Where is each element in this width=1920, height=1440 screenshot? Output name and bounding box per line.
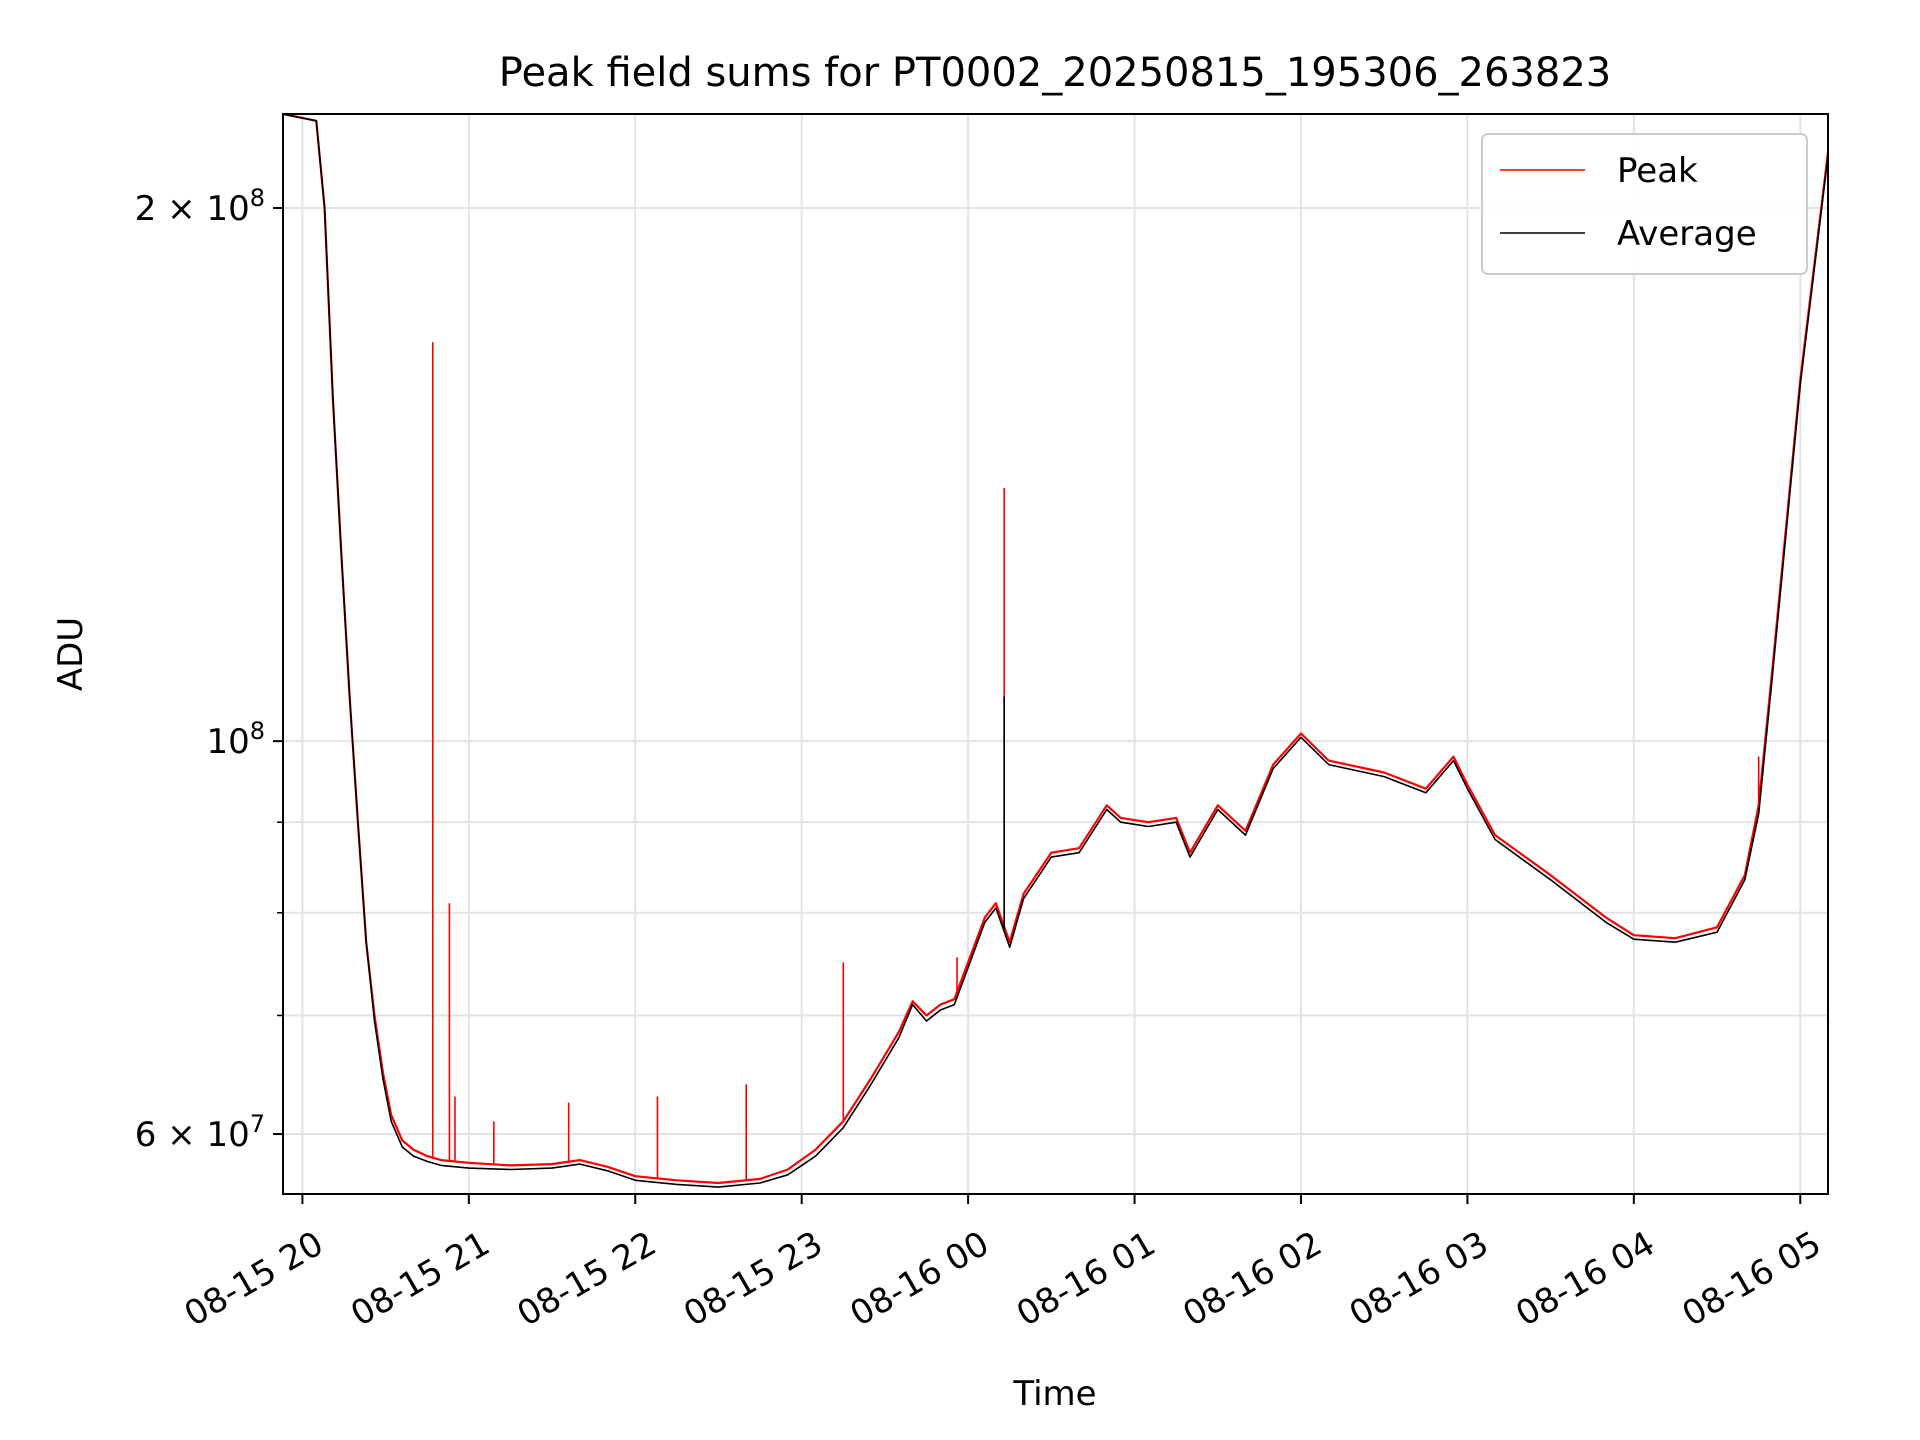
y-axis-label: ADU — [51, 617, 91, 691]
x-axis-label: Time — [1012, 1374, 1096, 1414]
y-tick-label: 6 × 107 — [135, 1110, 265, 1155]
series-line-peak — [283, 114, 1828, 1185]
legend: Peak Average — [1481, 133, 1808, 275]
y-axis: 6 × 107 108 2 × 108 — [135, 184, 283, 1155]
series-lines — [283, 114, 1828, 1188]
y-tick-label: 108 — [206, 717, 265, 762]
y-tick-label: 2 × 108 — [135, 184, 265, 229]
legend-label-peak: Peak — [1617, 151, 1698, 191]
plot-frame — [282, 113, 1829, 1195]
grid-lines — [283, 114, 1828, 1194]
chart-title: Peak field sums for PT0002_20250815_1953… — [499, 50, 1611, 96]
legend-label-average: Average — [1617, 214, 1757, 254]
series-line-average — [283, 114, 1828, 1188]
legend-box — [1481, 133, 1808, 275]
